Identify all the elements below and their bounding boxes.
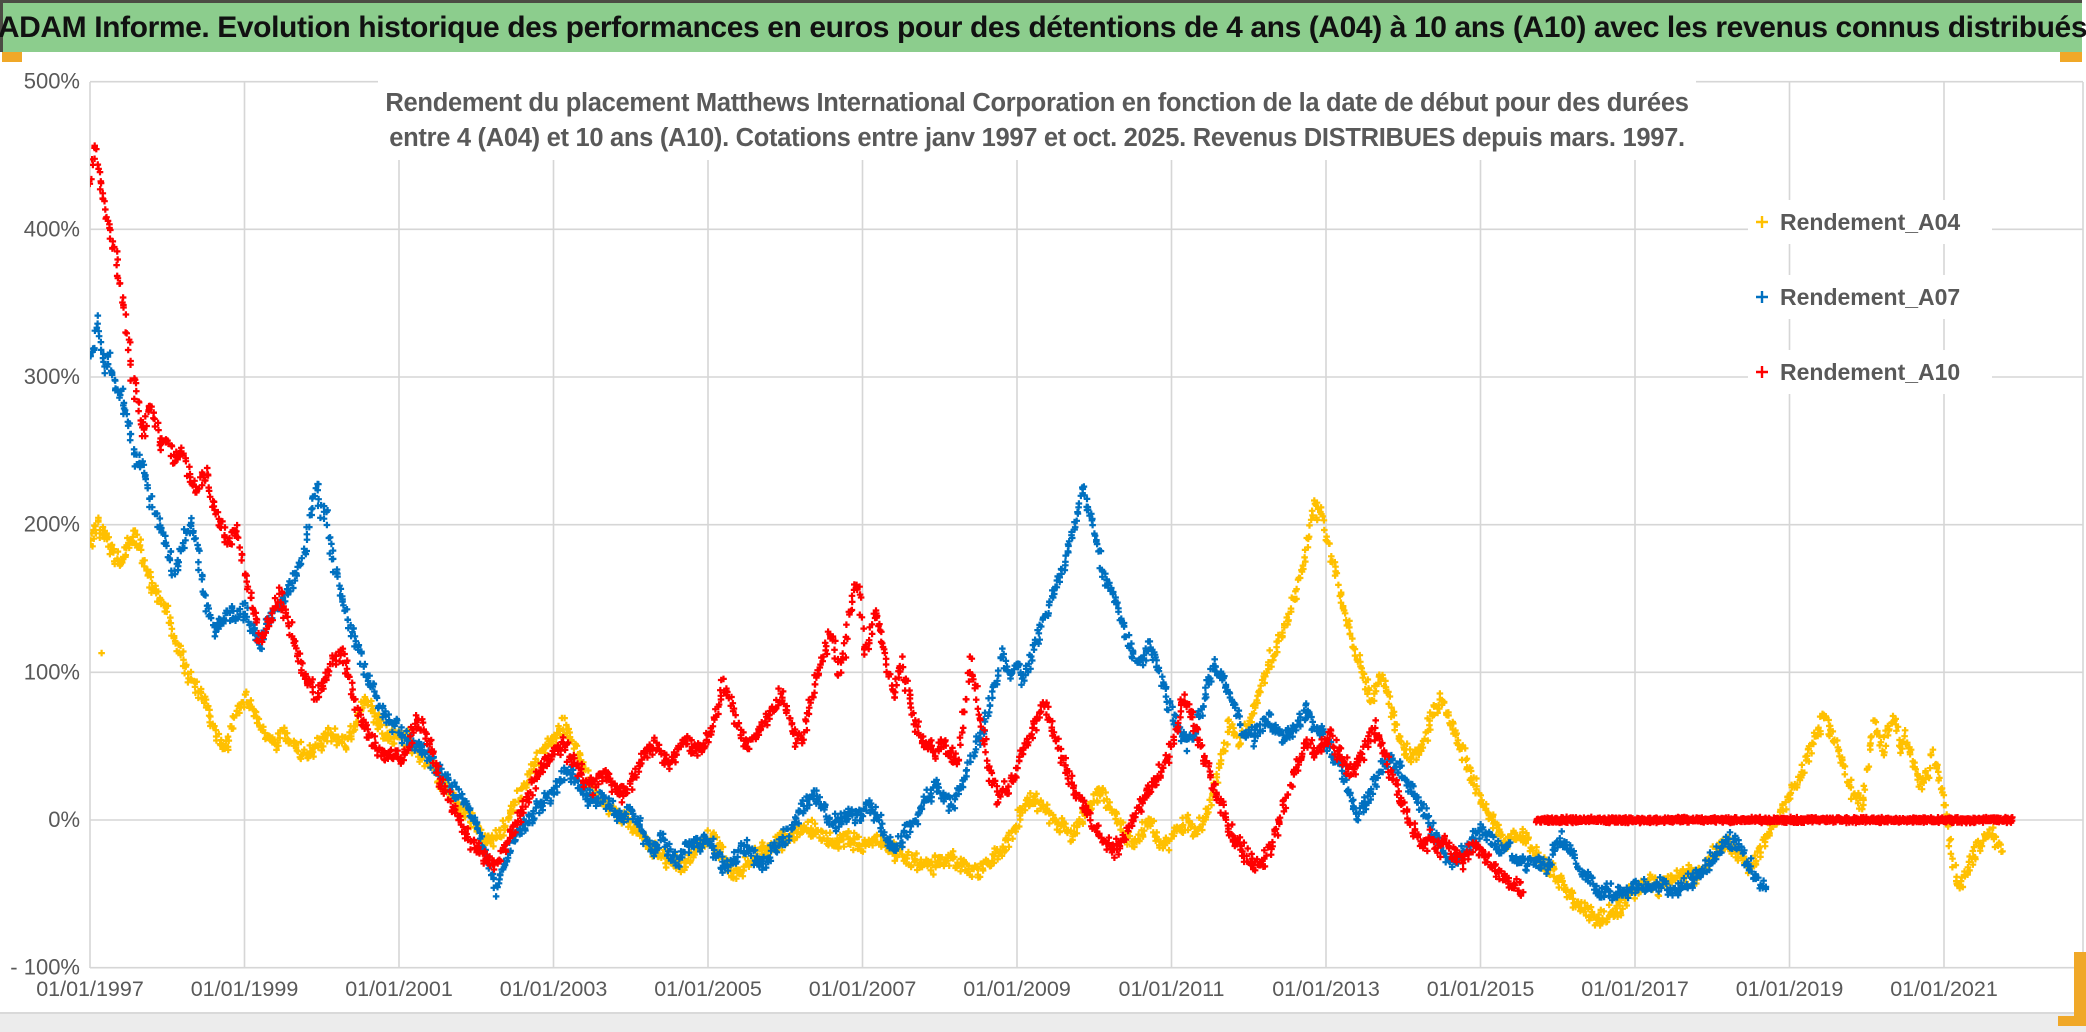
- y-axis-tick-label: 0%: [48, 807, 80, 832]
- y-axis-tick-label: 300%: [24, 364, 80, 389]
- legend-label: Rendement_A10: [1780, 359, 1960, 385]
- x-axis-tick-label: 01/01/2011: [1118, 977, 1224, 1001]
- legend-item-background: [1748, 275, 1992, 319]
- plus-marker-icon: [1756, 291, 1768, 303]
- chart-legend: Rendement_A04 Rendement_A07 Rendement_A1…: [1748, 200, 1992, 394]
- page-title: ADAM Informe. Evolution historique des p…: [0, 10, 2086, 44]
- x-axis-tick-label: 01/01/2019: [1736, 977, 1844, 1001]
- y-axis-tick-label: 400%: [24, 216, 80, 241]
- x-axis-tick-label: 01/01/2007: [809, 977, 917, 1001]
- right-edge-margin: [2082, 54, 2086, 1012]
- legend-label: Rendement_A07: [1780, 284, 1960, 310]
- chart-title-line-1: Rendement du placement Matthews Internat…: [385, 89, 1688, 117]
- accent-chip-top-right: [2060, 52, 2082, 62]
- x-axis-tick-label: 01/01/2015: [1427, 977, 1535, 1001]
- legend-label: Rendement_A04: [1780, 209, 1960, 235]
- x-axis-tick-label: 01/01/1997: [36, 977, 144, 1001]
- x-axis-tick-label: 01/01/2013: [1272, 977, 1380, 1001]
- legend-item-background: [1748, 200, 1992, 244]
- accent-bar-bottom-right-foot: [2058, 1016, 2086, 1026]
- x-axis-tick-label: 01/01/1999: [191, 977, 299, 1001]
- legend-item-rendement-a07[interactable]: Rendement_A07: [1748, 275, 1992, 319]
- y-axis-tick-label: 100%: [24, 659, 80, 684]
- plus-marker-icon: [1756, 366, 1768, 378]
- x-axis-tick-label: 01/01/2005: [654, 977, 762, 1001]
- series-rendement_a10: [90, 142, 2016, 899]
- x-axis-tick-label: 01/01/2009: [963, 977, 1071, 1001]
- chart-title: Rendement du placement Matthews Internat…: [378, 76, 1696, 160]
- series-rendement_a07: [90, 312, 1770, 904]
- x-axis-tick-label: 01/01/2001: [345, 977, 453, 1001]
- plus-marker-icon: [1756, 216, 1768, 228]
- x-axis-tick-label: 01/01/2017: [1581, 977, 1689, 1001]
- scatter-series-layer: [90, 142, 2016, 929]
- chart-title-line-2: entre 4 (A04) et 10 ans (A10). Cotations…: [389, 124, 1685, 152]
- accent-bar-bottom-right-vertical: [2074, 952, 2086, 1026]
- x-axis-tick-label: 01/01/2021: [1890, 977, 1998, 1001]
- legend-item-rendement-a04[interactable]: Rendement_A04: [1748, 200, 1992, 244]
- performance-chart[interactable]: 500% 400% 300% 200% 100% 0% - 100%01/01/1997 01…: [0, 62, 2086, 1012]
- y-axis-tick-label: 500%: [24, 69, 80, 94]
- y-axis-tick-label: 200%: [24, 512, 80, 537]
- chart-title-background: [378, 76, 1696, 160]
- title-bar: ADAM Informe. Evolution historique des p…: [0, 0, 2086, 52]
- legend-item-rendement-a10[interactable]: Rendement_A10: [1748, 350, 1992, 394]
- y-axis-tick-label: - 100%: [10, 955, 80, 980]
- grid-lines: [89, 80, 2084, 969]
- bottom-strip: [0, 1012, 2086, 1032]
- legend-item-background: [1748, 350, 1992, 394]
- axis-tick-labels: 500% 400% 300% 200% 100% 0% - 100%01/01/1997 01…: [10, 69, 1998, 1001]
- accent-chip-top-left: [2, 52, 22, 62]
- x-axis-tick-label: 01/01/2003: [500, 977, 608, 1001]
